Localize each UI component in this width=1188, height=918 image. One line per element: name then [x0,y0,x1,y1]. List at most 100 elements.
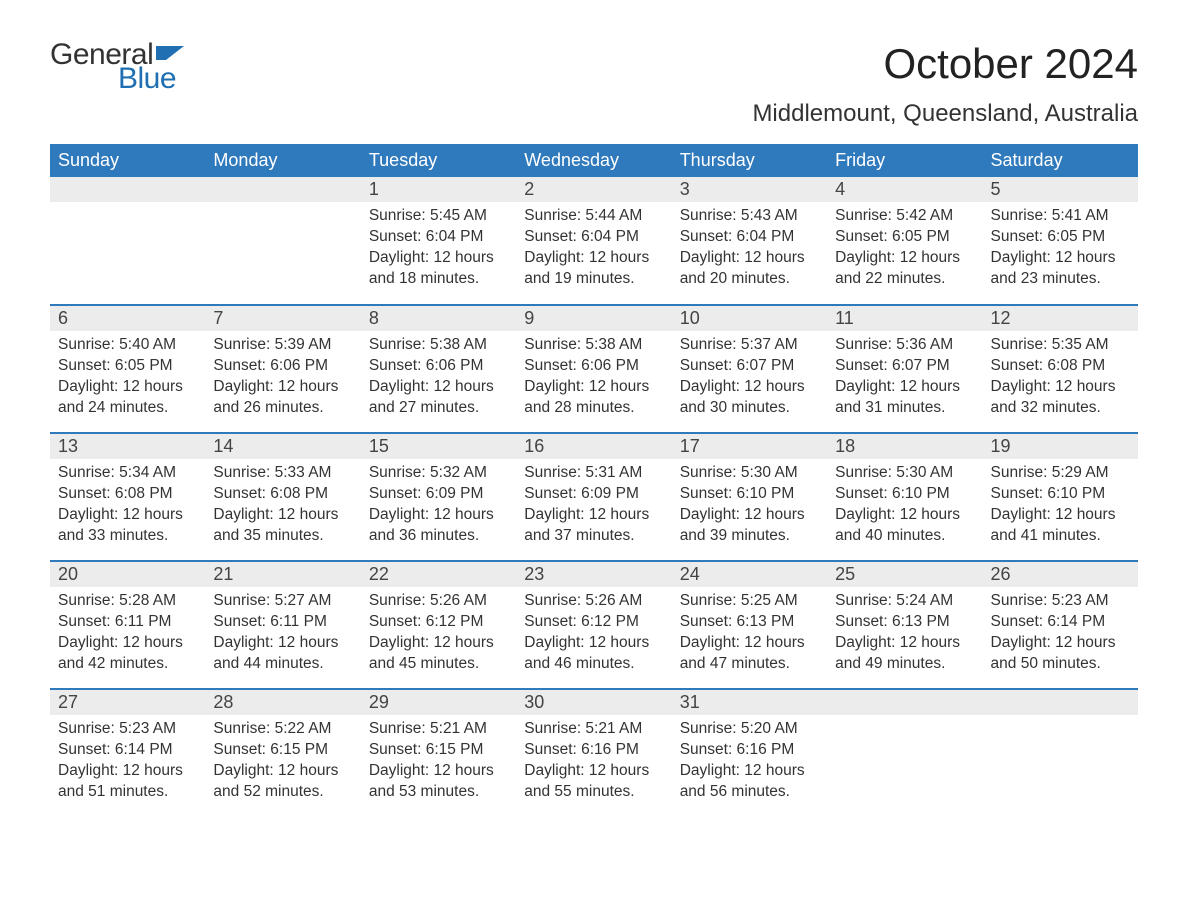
day-content: Sunrise: 5:21 AMSunset: 6:16 PMDaylight:… [516,715,671,813]
calendar-day-cell: 25Sunrise: 5:24 AMSunset: 6:13 PMDayligh… [827,561,982,689]
day-content: Sunrise: 5:30 AMSunset: 6:10 PMDaylight:… [827,459,982,557]
sunrise-line: Sunrise: 5:23 AM [991,591,1130,612]
day-content: Sunrise: 5:38 AMSunset: 6:06 PMDaylight:… [516,331,671,429]
weekday-header: Saturday [983,144,1138,177]
sunrise-line: Sunrise: 5:40 AM [58,335,197,356]
daylight-line: Daylight: 12 hours and 55 minutes. [524,761,663,803]
calendar-table: Sunday Monday Tuesday Wednesday Thursday… [50,144,1138,817]
day-content: Sunrise: 5:45 AMSunset: 6:04 PMDaylight:… [361,202,516,300]
day-content: Sunrise: 5:37 AMSunset: 6:07 PMDaylight:… [672,331,827,429]
day-number: 28 [205,690,360,715]
calendar-day-cell: 28Sunrise: 5:22 AMSunset: 6:15 PMDayligh… [205,689,360,817]
day-number: 29 [361,690,516,715]
daylight-line: Daylight: 12 hours and 45 minutes. [369,633,508,675]
sunset-line: Sunset: 6:05 PM [58,356,197,377]
daylight-line: Daylight: 12 hours and 32 minutes. [991,377,1130,419]
brand-word-2: Blue [118,64,176,94]
sunrise-line: Sunrise: 5:28 AM [58,591,197,612]
daylight-line: Daylight: 12 hours and 36 minutes. [369,505,508,547]
day-number: 5 [983,177,1138,202]
day-content: Sunrise: 5:26 AMSunset: 6:12 PMDaylight:… [361,587,516,685]
day-content: Sunrise: 5:43 AMSunset: 6:04 PMDaylight:… [672,202,827,300]
calendar-day-cell: 21Sunrise: 5:27 AMSunset: 6:11 PMDayligh… [205,561,360,689]
daylight-line: Daylight: 12 hours and 49 minutes. [835,633,974,675]
calendar-day-cell: 8Sunrise: 5:38 AMSunset: 6:06 PMDaylight… [361,305,516,433]
calendar-day-cell: 13Sunrise: 5:34 AMSunset: 6:08 PMDayligh… [50,433,205,561]
daylight-line: Daylight: 12 hours and 28 minutes. [524,377,663,419]
day-number-empty [983,690,1138,715]
weekday-header: Wednesday [516,144,671,177]
sunset-line: Sunset: 6:15 PM [369,740,508,761]
day-number: 10 [672,306,827,331]
sunset-line: Sunset: 6:04 PM [369,227,508,248]
day-content: Sunrise: 5:27 AMSunset: 6:11 PMDaylight:… [205,587,360,685]
day-number: 3 [672,177,827,202]
day-number: 18 [827,434,982,459]
day-content: Sunrise: 5:35 AMSunset: 6:08 PMDaylight:… [983,331,1138,429]
sunset-line: Sunset: 6:13 PM [680,612,819,633]
sunset-line: Sunset: 6:11 PM [58,612,197,633]
daylight-line: Daylight: 12 hours and 20 minutes. [680,248,819,290]
calendar-day-cell: 7Sunrise: 5:39 AMSunset: 6:06 PMDaylight… [205,305,360,433]
daylight-line: Daylight: 12 hours and 39 minutes. [680,505,819,547]
daylight-line: Daylight: 12 hours and 53 minutes. [369,761,508,803]
daylight-line: Daylight: 12 hours and 24 minutes. [58,377,197,419]
day-content: Sunrise: 5:20 AMSunset: 6:16 PMDaylight:… [672,715,827,813]
day-number: 23 [516,562,671,587]
sunrise-line: Sunrise: 5:30 AM [680,463,819,484]
sunrise-line: Sunrise: 5:27 AM [213,591,352,612]
day-number: 4 [827,177,982,202]
page-title: October 2024 [883,40,1138,88]
sunrise-line: Sunrise: 5:23 AM [58,719,197,740]
calendar-day-cell: 11Sunrise: 5:36 AMSunset: 6:07 PMDayligh… [827,305,982,433]
calendar-day-cell: 4Sunrise: 5:42 AMSunset: 6:05 PMDaylight… [827,177,982,305]
day-content: Sunrise: 5:40 AMSunset: 6:05 PMDaylight:… [50,331,205,429]
daylight-line: Daylight: 12 hours and 30 minutes. [680,377,819,419]
sunrise-line: Sunrise: 5:26 AM [524,591,663,612]
day-number: 16 [516,434,671,459]
sunrise-line: Sunrise: 5:29 AM [991,463,1130,484]
sunrise-line: Sunrise: 5:44 AM [524,206,663,227]
sunset-line: Sunset: 6:10 PM [680,484,819,505]
calendar-day-cell: 16Sunrise: 5:31 AMSunset: 6:09 PMDayligh… [516,433,671,561]
calendar-day-cell: 12Sunrise: 5:35 AMSunset: 6:08 PMDayligh… [983,305,1138,433]
sunset-line: Sunset: 6:06 PM [213,356,352,377]
sunset-line: Sunset: 6:07 PM [680,356,819,377]
day-number: 14 [205,434,360,459]
sunset-line: Sunset: 6:16 PM [524,740,663,761]
sunrise-line: Sunrise: 5:34 AM [58,463,197,484]
calendar-day-cell: 6Sunrise: 5:40 AMSunset: 6:05 PMDaylight… [50,305,205,433]
calendar-day-cell [827,689,982,817]
day-content: Sunrise: 5:29 AMSunset: 6:10 PMDaylight:… [983,459,1138,557]
weekday-header: Tuesday [361,144,516,177]
sunrise-line: Sunrise: 5:37 AM [680,335,819,356]
calendar-week-row: 27Sunrise: 5:23 AMSunset: 6:14 PMDayligh… [50,689,1138,817]
day-number: 30 [516,690,671,715]
sunrise-line: Sunrise: 5:43 AM [680,206,819,227]
calendar-day-cell: 29Sunrise: 5:21 AMSunset: 6:15 PMDayligh… [361,689,516,817]
sunrise-line: Sunrise: 5:21 AM [524,719,663,740]
day-number: 12 [983,306,1138,331]
sunset-line: Sunset: 6:12 PM [369,612,508,633]
sunrise-line: Sunrise: 5:25 AM [680,591,819,612]
sunset-line: Sunset: 6:14 PM [991,612,1130,633]
day-number: 6 [50,306,205,331]
sunset-line: Sunset: 6:06 PM [369,356,508,377]
calendar-day-cell [50,177,205,305]
calendar-day-cell: 5Sunrise: 5:41 AMSunset: 6:05 PMDaylight… [983,177,1138,305]
sunset-line: Sunset: 6:08 PM [58,484,197,505]
day-number: 20 [50,562,205,587]
day-content: Sunrise: 5:23 AMSunset: 6:14 PMDaylight:… [50,715,205,813]
day-number: 22 [361,562,516,587]
calendar-week-row: 1Sunrise: 5:45 AMSunset: 6:04 PMDaylight… [50,177,1138,305]
daylight-line: Daylight: 12 hours and 23 minutes. [991,248,1130,290]
day-number: 26 [983,562,1138,587]
day-number: 17 [672,434,827,459]
day-number-empty [50,177,205,202]
day-number: 27 [50,690,205,715]
day-number: 8 [361,306,516,331]
daylight-line: Daylight: 12 hours and 27 minutes. [369,377,508,419]
day-number-empty [827,690,982,715]
day-content: Sunrise: 5:39 AMSunset: 6:06 PMDaylight:… [205,331,360,429]
daylight-line: Daylight: 12 hours and 37 minutes. [524,505,663,547]
